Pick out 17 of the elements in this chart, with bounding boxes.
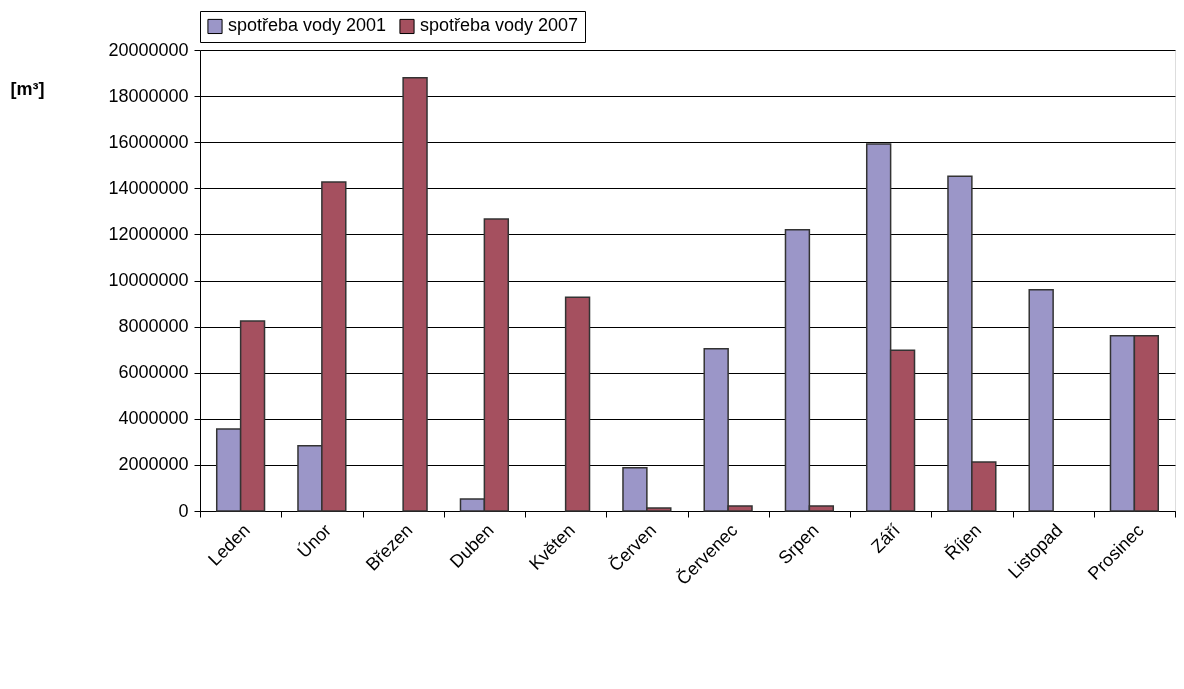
bar (402, 76, 428, 512)
y-tick-label: 0 (178, 500, 189, 521)
y-axis-title: [m³] (10, 78, 45, 99)
bar (1028, 288, 1054, 512)
y-tick-label: 12000000 (108, 223, 189, 244)
bar (564, 296, 591, 512)
y-tick-label: 8000000 (118, 316, 189, 337)
y-tick-label: 20000000 (108, 39, 189, 60)
y-tick-label: 6000000 (118, 362, 189, 383)
y-tick-label: 10000000 (108, 270, 189, 290)
legend-label: spotřeba vody 2001 (228, 15, 387, 36)
legend-label: spotřeba vody 2007 (420, 15, 579, 36)
y-tick-label: 18000000 (108, 85, 189, 106)
y-tick-label: 4000000 (118, 408, 189, 429)
y-tick-label: 16000000 (108, 131, 189, 152)
y-tick-label: 14000000 (108, 177, 189, 198)
y-tick-label: 2000000 (118, 454, 189, 475)
